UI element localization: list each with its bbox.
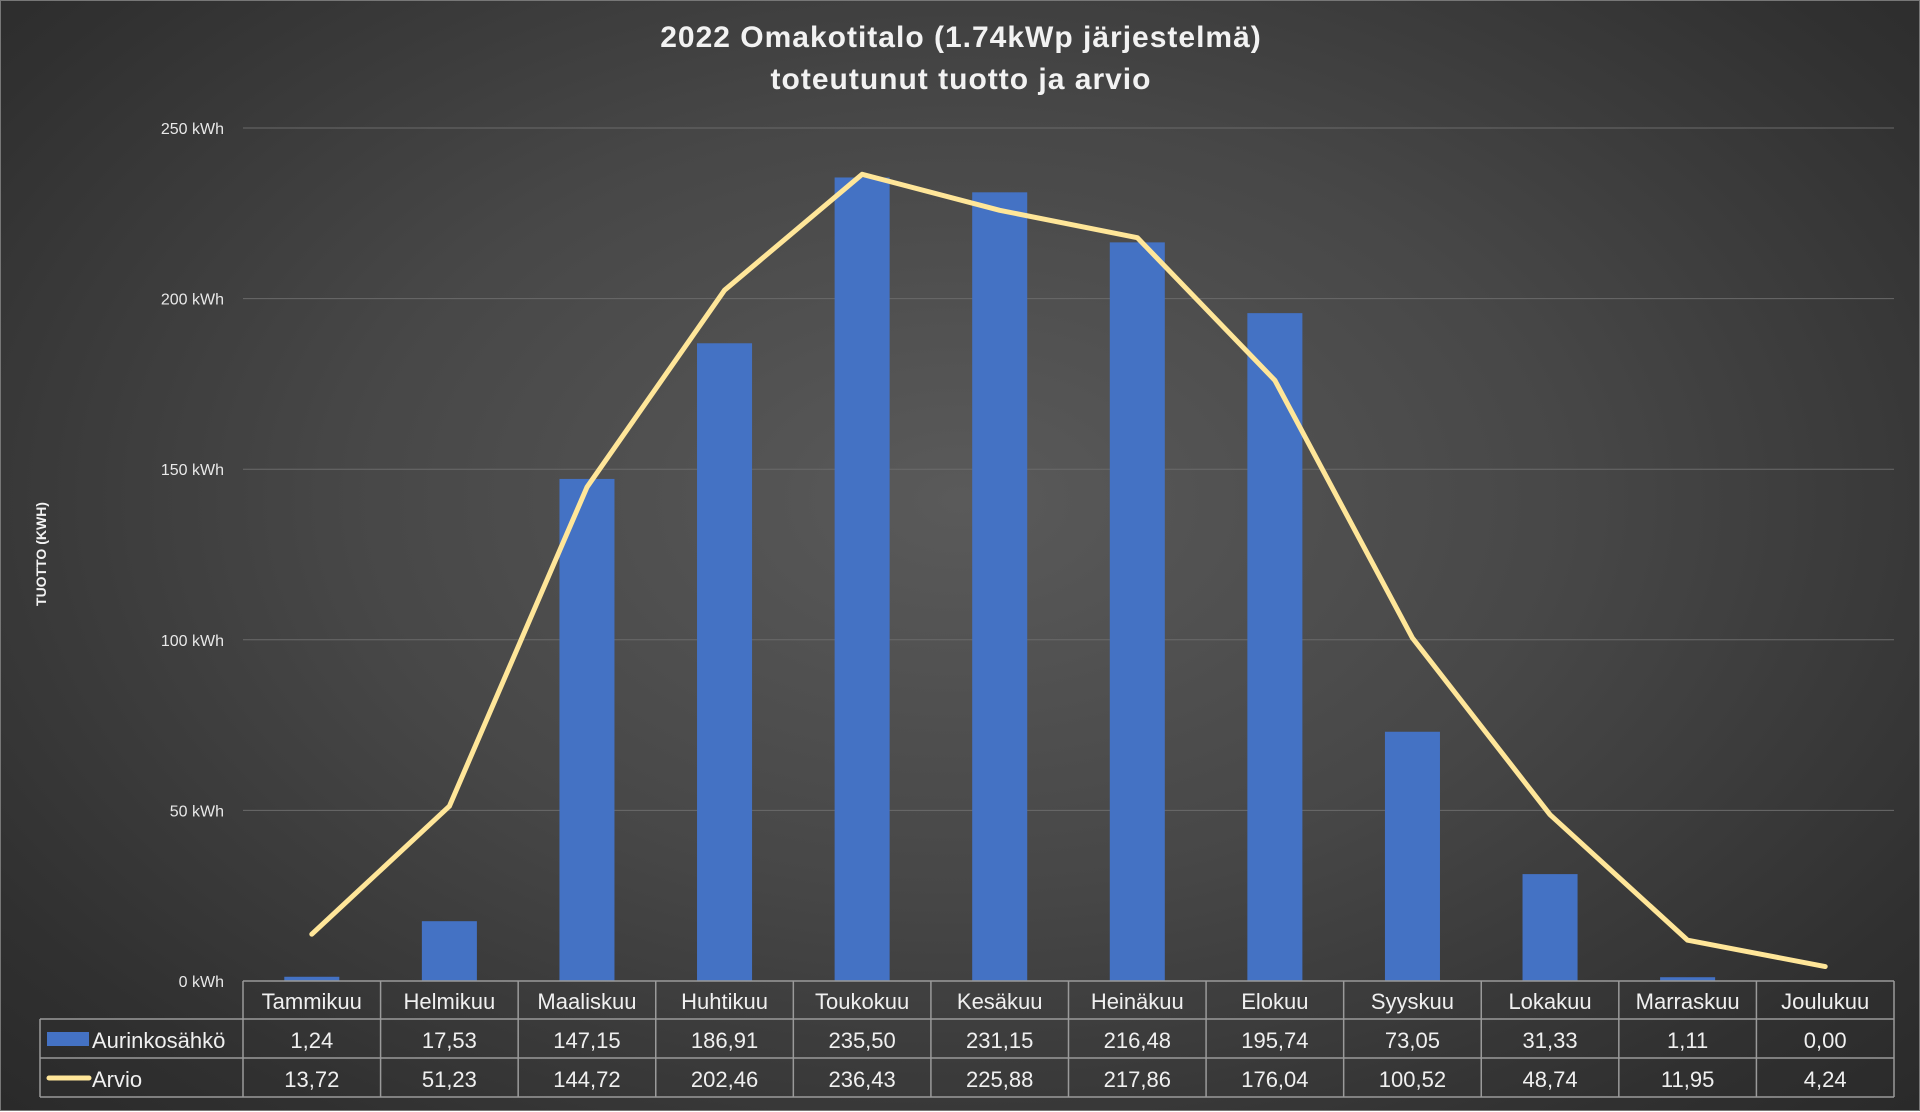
table-cell-arvio: 176,04 (1241, 1067, 1308, 1092)
table-cell-arvio: 51,23 (422, 1067, 477, 1092)
chart-title-line-1: 2022 Omakotitalo (1.74kWp järjestelmä) (660, 21, 1262, 54)
bar-lokakuu (1522, 874, 1578, 981)
bar-elokuu (1247, 313, 1303, 981)
table-cell-aurinkosahko: 216,48 (1104, 1028, 1171, 1053)
table-cell-aurinkosahko: 0,00 (1804, 1028, 1847, 1053)
table-cell-arvio: 11,95 (1661, 1067, 1714, 1092)
y-tick-label: 50 kWh (170, 803, 224, 820)
y-tick-label: 0 kWh (179, 974, 224, 991)
table-cell-arvio: 13,72 (284, 1067, 339, 1092)
legend-key-aurinkosahko (47, 1032, 89, 1046)
table-cell-aurinkosahko: 147,15 (553, 1028, 620, 1053)
table-header-cell: Lokakuu (1508, 989, 1591, 1014)
table-cell-aurinkosahko: 1,11 (1667, 1028, 1708, 1053)
table-cell-aurinkosahko: 235,50 (828, 1028, 895, 1053)
chart-title-line-2: toteutunut tuotto ja arvio (770, 63, 1152, 96)
table-cell-arvio: 225,88 (966, 1067, 1033, 1092)
bar-marraskuu (1660, 977, 1716, 981)
bar-kesäkuu (972, 192, 1028, 982)
bar-toukokuu (834, 177, 890, 981)
bar-tammikuu (284, 976, 340, 981)
table-cell-arvio: 236,43 (828, 1067, 895, 1092)
table-header-cell: Syyskuu (1371, 989, 1454, 1014)
arvio-line (309, 171, 1828, 970)
table-header-cell: Joulukuu (1781, 989, 1869, 1014)
y-tick-label: 200 kWh (161, 292, 224, 309)
y-tick-label: 100 kWh (161, 633, 224, 650)
table-cell-arvio: 48,74 (1523, 1067, 1578, 1092)
table-header-cell: Marraskuu (1636, 989, 1740, 1014)
table-header-cell: Kesäkuu (957, 989, 1043, 1014)
bar-huhtikuu (697, 343, 753, 982)
table-cell-aurinkosahko: 231,15 (966, 1028, 1033, 1053)
table-cell-arvio: 144,72 (553, 1067, 620, 1092)
table-cell-arvio: 202,46 (691, 1067, 758, 1092)
table-header-cell: Heinäkuu (1091, 989, 1184, 1014)
table-cell-aurinkosahko: 186,91 (691, 1028, 758, 1053)
table-cell-arvio: 217,86 (1104, 1067, 1171, 1092)
y-tick-label: 150 kWh (161, 462, 224, 479)
table-header-cell: Elokuu (1241, 989, 1308, 1014)
table-header-cell: Helmikuu (404, 989, 496, 1014)
table-cell-aurinkosahko: 17,53 (422, 1028, 477, 1053)
legend-label-aurinkosahko: Aurinkosähkö (92, 1028, 225, 1053)
table-cell-aurinkosahko: 195,74 (1241, 1028, 1308, 1053)
table-header-cell: Toukokuu (815, 989, 909, 1014)
legend-label-arvio: Arvio (92, 1067, 142, 1092)
table-cell-arvio: 4,24 (1804, 1067, 1847, 1092)
table-cell-aurinkosahko: 1,24 (290, 1028, 333, 1053)
y-tick-label: 250 kWh (161, 121, 224, 138)
table-header-cell: Tammikuu (262, 989, 362, 1014)
table-header-cell: Maaliskuu (537, 989, 636, 1014)
table-cell-aurinkosahko: 73,05 (1385, 1028, 1440, 1053)
bar-syyskuu (1384, 731, 1440, 981)
table-header-cell: Huhtikuu (681, 989, 768, 1014)
table-cell-arvio: 100,52 (1379, 1067, 1446, 1092)
bar-maaliskuu (559, 478, 615, 981)
table-cell-aurinkosahko: 31,33 (1523, 1028, 1578, 1053)
bar-heinäkuu (1109, 242, 1165, 981)
bar-helmikuu (421, 921, 477, 981)
